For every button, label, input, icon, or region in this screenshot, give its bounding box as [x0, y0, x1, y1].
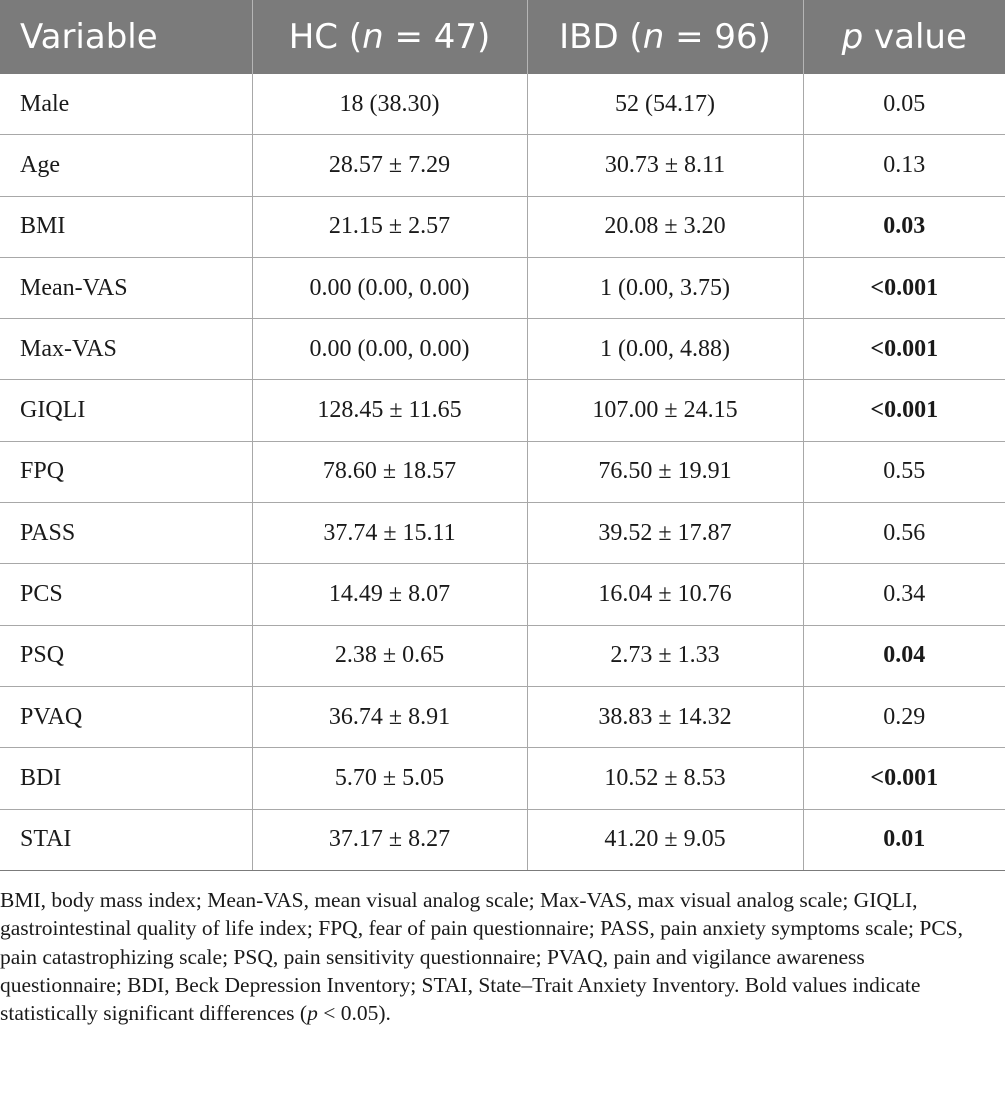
cell-hc: 36.74 ± 8.91 — [252, 686, 528, 749]
table-row: GIQLI 128.45 ± 11.65 107.00 ± 24.15 <0.001 — [0, 379, 1005, 442]
cell-variable: BDI — [0, 747, 253, 810]
cell-ibd: 38.83 ± 14.32 — [527, 686, 804, 749]
header-ibd-suffix: = 96) — [664, 17, 771, 57]
header-hc: HC (n = 47) — [252, 0, 528, 74]
cell-hc: 0.00 (0.00, 0.00) — [252, 318, 528, 381]
table-row: BMI 21.15 ± 2.57 20.08 ± 3.20 0.03 — [0, 196, 1005, 258]
cell-variable: PSQ — [0, 625, 253, 687]
header-variable: Variable — [0, 0, 253, 74]
table-row: PSQ 2.38 ± 0.65 2.73 ± 1.33 0.04 — [0, 625, 1005, 687]
cell-p-value: 0.04 — [803, 625, 1005, 687]
cell-variable: Max-VAS — [0, 318, 253, 381]
header-hc-prefix: HC ( — [288, 17, 363, 57]
cell-variable: PCS — [0, 563, 253, 626]
table-row: STAI 37.17 ± 8.27 41.20 ± 9.05 0.01 — [0, 809, 1005, 871]
header-row: Variable HC (n = 47) IBD (n = 96) p valu… — [0, 0, 1005, 74]
cell-variable: Male — [0, 74, 253, 136]
table-row: Age 28.57 ± 7.29 30.73 ± 8.11 0.13 — [0, 134, 1005, 197]
table-footnote: BMI, body mass index; Mean-VAS, mean vis… — [0, 886, 990, 1027]
cell-p-value: 0.03 — [803, 196, 1005, 258]
table-row: Mean-VAS 0.00 (0.00, 0.00) 1 (0.00, 3.75) <… — [0, 257, 1005, 320]
comparison-table: Variable HC (n = 47) IBD (n = 96) p valu… — [0, 0, 1005, 871]
cell-hc: 128.45 ± 11.65 — [252, 379, 528, 442]
cell-variable: FPQ — [0, 441, 253, 504]
cell-p-value: <0.001 — [803, 318, 1005, 381]
table-row: PCS 14.49 ± 8.07 16.04 ± 10.76 0.34 — [0, 563, 1005, 626]
cell-variable: GIQLI — [0, 379, 253, 442]
cell-ibd: 52 (54.17) — [527, 74, 804, 136]
table-row: PASS 37.74 ± 15.11 39.52 ± 17.87 0.56 — [0, 502, 1005, 565]
header-p-italic: p — [841, 17, 864, 57]
table-row: PVAQ 36.74 ± 8.91 38.83 ± 14.32 0.29 — [0, 686, 1005, 749]
cell-hc: 37.17 ± 8.27 — [252, 809, 528, 871]
cell-variable: PVAQ — [0, 686, 253, 749]
header-ibd-prefix: IBD ( — [559, 17, 643, 57]
footnote-text: BMI, body mass index; Mean-VAS, mean vis… — [0, 888, 964, 1026]
header-p-value: p value — [803, 0, 1005, 74]
header-hc-suffix: = 47) — [383, 17, 491, 57]
cell-ibd: 76.50 ± 19.91 — [527, 441, 804, 504]
cell-hc: 2.38 ± 0.65 — [252, 625, 528, 687]
cell-p-value: 0.13 — [803, 134, 1005, 197]
cell-p-value: 0.56 — [803, 502, 1005, 565]
cell-hc: 0.00 (0.00, 0.00) — [252, 257, 528, 320]
cell-ibd: 20.08 ± 3.20 — [527, 196, 804, 258]
cell-ibd: 1 (0.00, 3.75) — [527, 257, 804, 320]
table-body: Male 18 (38.30) 52 (54.17) 0.05 Age 28.57 ± 7… — [0, 74, 1005, 871]
table-container: Variable HC (n = 47) IBD (n = 96) p valu… — [0, 0, 1005, 1025]
cell-p-value: <0.001 — [803, 379, 1005, 442]
cell-ibd: 107.00 ± 24.15 — [527, 379, 804, 442]
cell-hc: 78.60 ± 18.57 — [252, 441, 528, 504]
cell-hc: 37.74 ± 15.11 — [252, 502, 528, 565]
header-p-suffix: value — [863, 17, 967, 57]
footnote-text-end: < 0.05). — [317, 1001, 391, 1026]
cell-hc: 28.57 ± 7.29 — [252, 134, 528, 197]
cell-p-value: <0.001 — [803, 257, 1005, 320]
cell-p-value: <0.001 — [803, 747, 1005, 810]
cell-hc: 14.49 ± 8.07 — [252, 563, 528, 626]
table-row: Male 18 (38.30) 52 (54.17) 0.05 — [0, 74, 1005, 136]
table-row: Max-VAS 0.00 (0.00, 0.00) 1 (0.00, 4.88) <0… — [0, 318, 1005, 381]
cell-variable: PASS — [0, 502, 253, 565]
footnote-p-italic: p — [307, 1001, 318, 1026]
cell-p-value: 0.01 — [803, 809, 1005, 871]
cell-ibd: 1 (0.00, 4.88) — [527, 318, 804, 381]
cell-ibd: 39.52 ± 17.87 — [527, 502, 804, 565]
cell-variable: STAI — [0, 809, 253, 871]
header-ibd: IBD (n = 96) — [527, 0, 804, 74]
cell-variable: Age — [0, 134, 253, 197]
cell-hc: 21.15 ± 2.57 — [252, 196, 528, 258]
cell-p-value: 0.34 — [803, 563, 1005, 626]
cell-variable: BMI — [0, 196, 253, 258]
header-hc-n: n — [362, 17, 384, 57]
table-row: BDI 5.70 ± 5.05 10.52 ± 8.53 <0.001 — [0, 747, 1005, 810]
cell-hc: 5.70 ± 5.05 — [252, 747, 528, 810]
cell-p-value: 0.05 — [803, 74, 1005, 136]
cell-ibd: 10.52 ± 8.53 — [527, 747, 804, 810]
cell-variable: Mean-VAS — [0, 257, 253, 320]
cell-hc: 18 (38.30) — [252, 74, 528, 136]
table-row: FPQ 78.60 ± 18.57 76.50 ± 19.91 0.55 — [0, 441, 1005, 504]
header-ibd-n: n — [642, 17, 665, 57]
cell-ibd: 30.73 ± 8.11 — [527, 134, 804, 197]
cell-p-value: 0.29 — [803, 686, 1005, 749]
cell-ibd: 2.73 ± 1.33 — [527, 625, 804, 687]
cell-ibd: 16.04 ± 10.76 — [527, 563, 804, 626]
cell-ibd: 41.20 ± 9.05 — [527, 809, 804, 871]
cell-p-value: 0.55 — [803, 441, 1005, 504]
